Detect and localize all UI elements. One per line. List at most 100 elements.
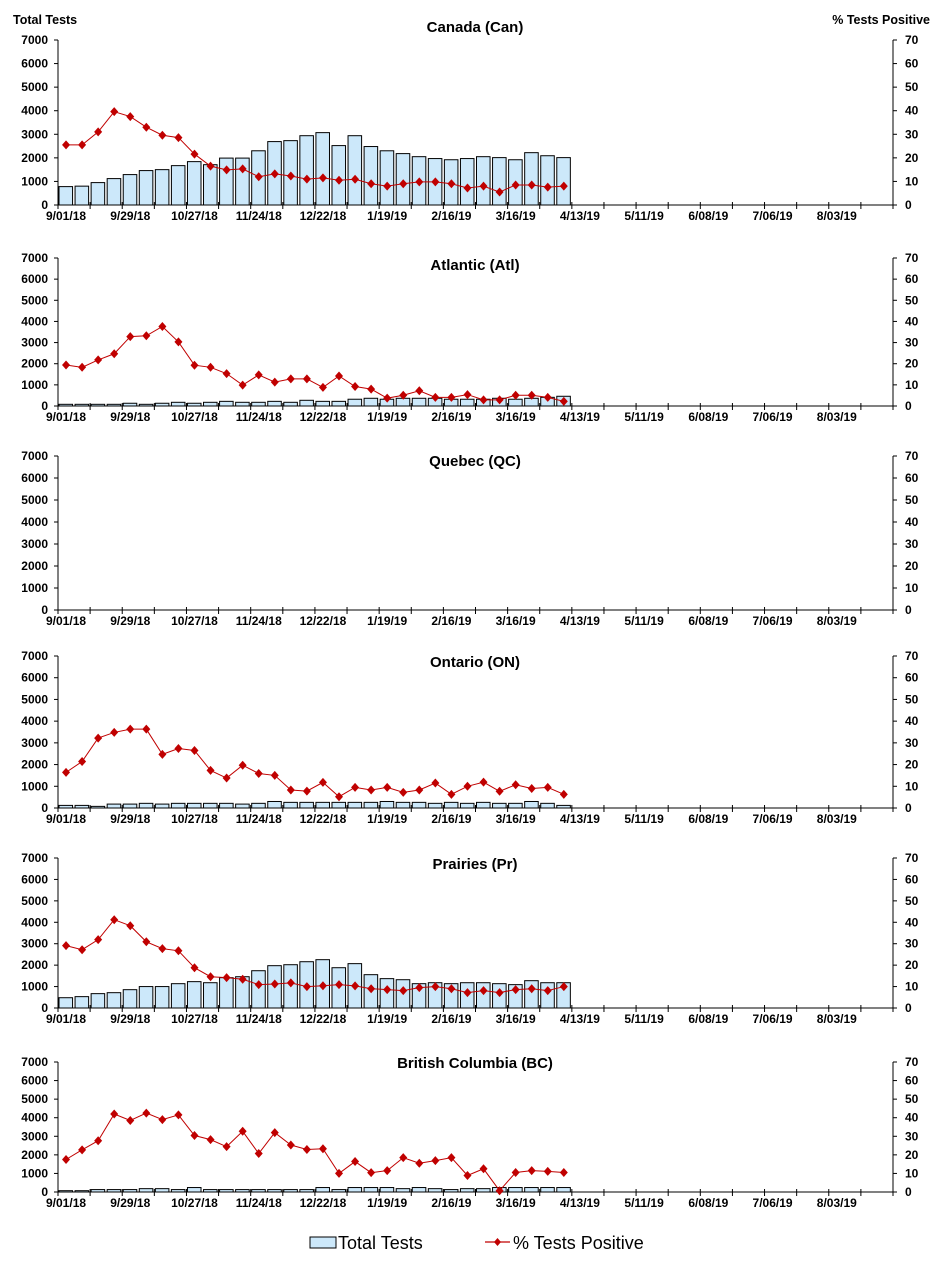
bar-total-tests xyxy=(540,1187,555,1193)
percent-positive-point xyxy=(78,140,87,150)
percent-positive-point xyxy=(527,180,536,190)
left-tick-label: 3000 xyxy=(21,336,48,350)
x-tick-label: 2/16/19 xyxy=(431,410,471,424)
percent-positive-point xyxy=(222,973,231,983)
bar-total-tests xyxy=(122,174,138,206)
bar-total-tests xyxy=(427,1188,443,1193)
percent-positive-point xyxy=(318,173,327,183)
percent-positive-point xyxy=(238,760,247,770)
left-tick-label: 7000 xyxy=(21,1055,48,1069)
x-tick-label: 10/27/18 xyxy=(171,410,218,424)
percent-positive-point xyxy=(302,1144,311,1154)
bar-total-tests xyxy=(106,178,122,206)
percent-positive-point xyxy=(431,177,440,187)
percent-positive-line xyxy=(65,325,564,402)
bar-total-tests xyxy=(363,397,379,407)
right-tick-label: 70 xyxy=(905,449,919,463)
left-tick-label: 2000 xyxy=(21,151,48,165)
right-tick-label: 50 xyxy=(905,692,919,706)
percent-positive-point xyxy=(270,169,279,179)
x-tick-label: 7/06/19 xyxy=(753,1196,793,1210)
bar-total-tests xyxy=(508,398,523,407)
percent-positive-point xyxy=(174,946,183,956)
x-tick-label: 2/16/19 xyxy=(431,1012,471,1026)
left-tick-label: 3000 xyxy=(21,937,48,951)
percent-positive-point xyxy=(206,765,215,775)
left-tick-label: 5000 xyxy=(21,293,48,307)
left-tick-label: 6000 xyxy=(21,872,48,886)
right-tick-label: 20 xyxy=(905,151,919,165)
percent-positive-point xyxy=(447,392,456,402)
right-tick-label: 0 xyxy=(905,603,912,617)
right-tick-label: 0 xyxy=(905,399,912,413)
left-tick-label: 3000 xyxy=(21,736,48,750)
x-tick-label: 1/19/19 xyxy=(367,812,407,826)
bar-total-tests xyxy=(186,161,202,206)
bar-total-tests xyxy=(219,977,234,1009)
left-tick-label: 4000 xyxy=(21,314,48,328)
percent-positive-point xyxy=(142,937,151,947)
legend-diamond-marker xyxy=(494,1238,501,1246)
x-tick-label: 2/16/19 xyxy=(431,614,471,628)
percent-positive-point xyxy=(286,1140,295,1150)
percent-positive-point xyxy=(351,981,360,991)
x-tick-label: 9/29/18 xyxy=(110,410,150,424)
percent-positive-point xyxy=(126,112,135,122)
left-tick-label: 2000 xyxy=(21,357,48,371)
bar-total-tests xyxy=(331,145,347,206)
right-tick-label: 40 xyxy=(905,515,919,529)
right-tick-label: 10 xyxy=(905,378,919,392)
percent-positive-point xyxy=(94,733,103,743)
percent-positive-point xyxy=(495,1186,504,1196)
left-tick-label: 7000 xyxy=(21,449,48,463)
bar-total-tests xyxy=(283,401,298,407)
percent-positive-point xyxy=(62,360,71,370)
percent-positive-point xyxy=(190,360,199,370)
percent-positive-point xyxy=(110,1109,119,1119)
percent-positive-point xyxy=(415,1158,424,1168)
x-tick-label: 6/08/19 xyxy=(688,410,728,424)
left-tick-label: 0 xyxy=(41,1001,48,1015)
x-tick-label: 7/06/19 xyxy=(753,1012,793,1026)
x-tick-label: 10/27/18 xyxy=(171,614,218,628)
percent-positive-point xyxy=(479,1164,488,1174)
percent-positive-point xyxy=(559,982,568,992)
percent-positive-point xyxy=(78,1145,87,1155)
x-tick-label: 12/22/18 xyxy=(300,1012,347,1026)
percent-positive-point xyxy=(78,945,87,955)
chart-title: Quebec (QC) xyxy=(429,453,521,470)
percent-positive-point xyxy=(383,393,392,403)
x-tick-label: 10/27/18 xyxy=(171,812,218,826)
percent-positive-line xyxy=(65,919,564,994)
x-tick-label: 8/03/19 xyxy=(817,614,857,628)
right-tick-label: 30 xyxy=(905,736,919,750)
percent-positive-point xyxy=(286,171,295,181)
x-tick-label: 7/06/19 xyxy=(753,209,793,223)
left-tick-label: 3000 xyxy=(21,1129,48,1143)
percent-positive-point xyxy=(158,130,167,140)
x-tick-label: 4/13/19 xyxy=(560,1196,600,1210)
right-tick-label: 70 xyxy=(905,1055,919,1069)
percent-positive-point xyxy=(270,979,279,989)
bar-total-tests xyxy=(138,802,154,809)
percent-positive-point xyxy=(431,392,440,402)
right-tick-label: 30 xyxy=(905,937,919,951)
bar-total-tests xyxy=(556,157,571,206)
right-tick-label: 70 xyxy=(905,33,919,47)
percent-positive-point xyxy=(318,777,327,787)
x-tick-label: 5/11/19 xyxy=(624,1196,664,1210)
left-tick-label: 5000 xyxy=(21,692,48,706)
right-tick-label: 60 xyxy=(905,471,919,485)
panel-1: Atlantic (Atl) 0 1000 2000 3000 4000 5000 6000 7… xyxy=(21,251,918,424)
percent-positive-point xyxy=(222,773,231,783)
left-tick-label: 4000 xyxy=(21,515,48,529)
percent-positive-point xyxy=(415,386,424,396)
percent-positive-point xyxy=(318,382,327,392)
x-tick-label: 8/03/19 xyxy=(817,1196,857,1210)
percent-positive-point xyxy=(495,395,504,405)
percent-positive-point xyxy=(415,785,424,795)
percent-positive-point xyxy=(222,165,231,175)
x-tick-label: 7/06/19 xyxy=(753,410,793,424)
bar-total-tests xyxy=(203,982,218,1009)
percent-positive-point xyxy=(222,369,231,379)
